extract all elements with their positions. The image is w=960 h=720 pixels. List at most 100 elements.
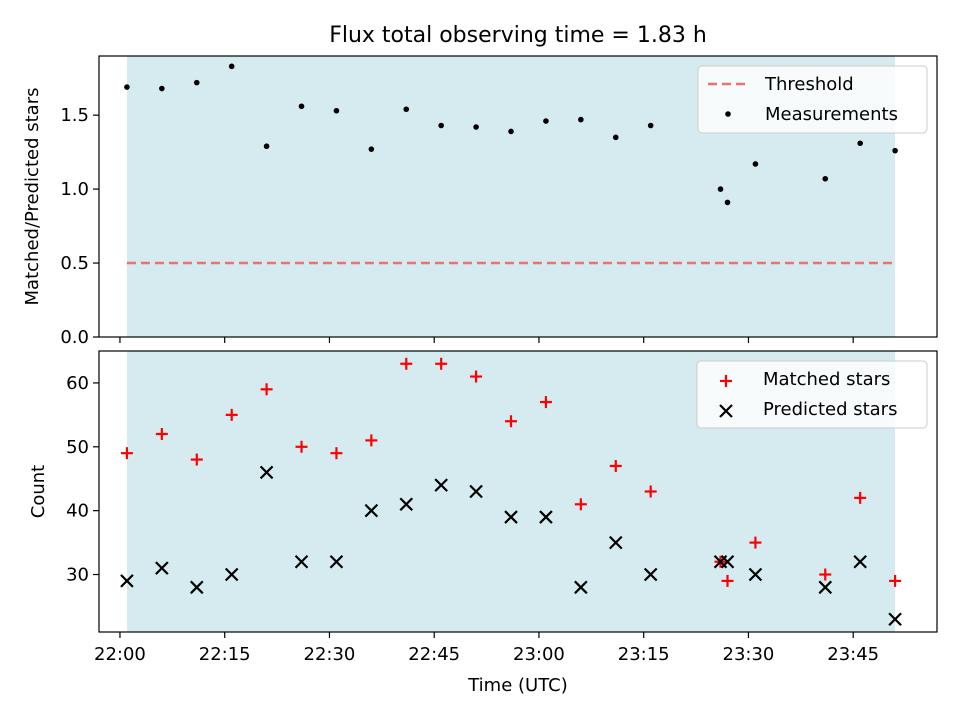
matched-star-point xyxy=(749,536,762,549)
bottom-y-axis: 30 40 50 60 xyxy=(66,373,99,586)
matched-star-point xyxy=(155,428,168,441)
predicted-star-point xyxy=(853,554,867,569)
predicted-star-point xyxy=(155,561,169,575)
predicted-star-point xyxy=(329,554,344,569)
matched-star-point xyxy=(365,434,378,447)
matched-star-point xyxy=(889,574,902,587)
y-tick-label: 30 xyxy=(66,565,89,586)
matched-legend-swatch xyxy=(720,375,732,387)
measurement-point xyxy=(228,63,235,70)
measurement-point xyxy=(438,122,444,129)
matched-star-point xyxy=(400,357,413,370)
y-tick-label: 0.0 xyxy=(60,327,89,348)
x-tick-label: 22:00 xyxy=(94,644,146,665)
matched-star-point xyxy=(470,370,483,383)
predicted-star-point xyxy=(574,580,588,595)
y-tick-label: 1.5 xyxy=(60,105,89,126)
predicted-star-point xyxy=(469,484,483,499)
measurement-point xyxy=(647,122,654,129)
matched-star-point xyxy=(295,440,308,453)
predicted-star-point xyxy=(818,580,833,595)
matched-star-point xyxy=(505,415,518,428)
matched-star-point xyxy=(854,491,867,504)
measurement-point xyxy=(724,199,731,206)
measurement-point xyxy=(124,84,130,90)
top-y-axis-label: Matched/Predicted stars xyxy=(22,88,43,306)
top-x-axis xyxy=(119,337,854,343)
measurement-point xyxy=(612,134,619,141)
predicted-legend-swatch xyxy=(719,404,733,418)
matched-star-point xyxy=(260,383,273,396)
y-tick-label: 1.0 xyxy=(60,179,89,200)
top-y-axis: 0.0 0.5 1.0 1.5 xyxy=(60,105,99,348)
measurement-point xyxy=(298,103,305,110)
x-tick-label: 23:00 xyxy=(513,644,565,665)
predicted-star-point xyxy=(120,574,134,588)
measurement-point xyxy=(543,118,549,124)
matched-star-point xyxy=(330,447,343,460)
matched-star-point xyxy=(574,498,587,511)
predicted-legend-label: Predicted stars xyxy=(763,399,897,420)
measurement-point xyxy=(752,161,759,167)
top-panel: 0.0 0.5 1.0 1.5 Matched/Predicted stars Thr… xyxy=(22,55,938,348)
bottom-y-axis-label: Count xyxy=(28,465,49,518)
measurement-point xyxy=(857,140,863,147)
predicted-star-point xyxy=(608,535,623,550)
x-tick-label: 23:45 xyxy=(827,644,879,665)
predicted-star-point xyxy=(399,497,414,512)
measurement-point xyxy=(333,107,340,114)
x-tick-label: 22:45 xyxy=(408,644,460,665)
top-plot-frame xyxy=(98,55,938,338)
predicted-star-point xyxy=(259,465,274,480)
x-tick-label: 22:15 xyxy=(199,644,251,665)
matched-stars-series xyxy=(120,357,902,587)
measurement-point xyxy=(368,146,375,152)
predicted-star-point xyxy=(643,567,658,582)
bottom-plot-frame xyxy=(98,350,938,633)
matched-star-point xyxy=(644,485,657,498)
measurement-point xyxy=(403,106,410,113)
matched-star-point xyxy=(225,408,238,421)
y-tick-label: 50 xyxy=(66,437,89,458)
predicted-star-point xyxy=(720,554,735,569)
threshold-legend-label: Threshold xyxy=(764,74,854,95)
measurement-point xyxy=(892,147,898,154)
matched-star-point xyxy=(539,396,552,409)
predicted-star-point xyxy=(434,478,448,492)
bottom-legend-box xyxy=(696,360,928,429)
matched-star-point xyxy=(721,574,734,587)
y-tick-label: 0.5 xyxy=(60,253,89,274)
predicted-star-point xyxy=(294,554,309,569)
measurement-point xyxy=(717,186,724,192)
matched-star-point xyxy=(190,453,203,466)
top-legend-box xyxy=(697,65,928,134)
bottom-x-axis: 22:00 22:15 22:30 22:45 23:00 23:15 23:30 23:45 xyxy=(94,632,879,665)
predicted-star-point xyxy=(748,567,763,582)
y-tick-label: 40 xyxy=(66,501,89,522)
predicted-star-point xyxy=(189,580,204,595)
matched-star-point xyxy=(819,568,832,581)
measurement-point xyxy=(822,175,829,182)
measurement-point xyxy=(508,128,514,135)
matched-legend-label: Matched stars xyxy=(763,369,890,390)
matched-star-point xyxy=(435,357,448,370)
predicted-star-point xyxy=(364,503,379,518)
measurements-series xyxy=(124,63,898,206)
top-legend: Threshold Measurements xyxy=(697,65,928,134)
y-tick-label: 60 xyxy=(66,373,89,394)
matched-star-point xyxy=(609,459,622,472)
measurements-legend-label: Measurements xyxy=(765,104,898,125)
bottom-legend: Matched stars Predicted stars xyxy=(696,360,928,429)
measurement-point xyxy=(193,79,200,86)
predicted-star-point xyxy=(224,567,239,582)
predicted-star-point xyxy=(888,612,902,627)
measurement-point xyxy=(578,116,584,123)
predicted-star-point xyxy=(504,510,518,524)
predicted-star-point xyxy=(539,510,553,524)
measurement-point xyxy=(473,124,479,130)
predicted-stars-series xyxy=(120,465,902,627)
measurements-legend-swatch xyxy=(725,111,731,117)
x-tick-label: 23:30 xyxy=(723,644,775,665)
